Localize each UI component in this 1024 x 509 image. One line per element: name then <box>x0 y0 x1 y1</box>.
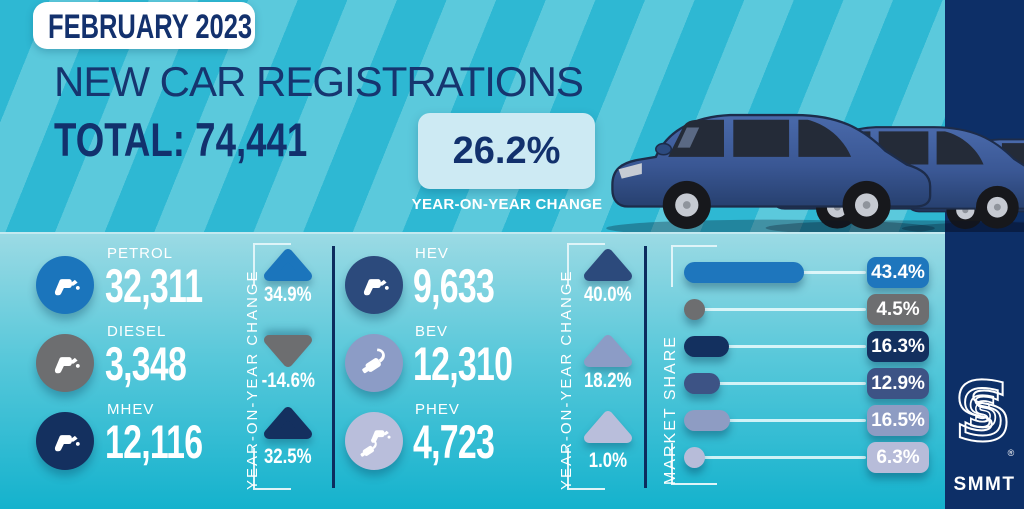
plug-and-pump-icon <box>356 423 392 459</box>
market-share-bar <box>684 336 729 357</box>
yoy-change-percent: 1.0% <box>588 449 628 472</box>
petrol-icon-circle <box>36 256 94 314</box>
market-share-track <box>686 419 866 422</box>
cars-illustration <box>605 113 1024 232</box>
market-share-value-badge: 16.3% <box>867 331 929 362</box>
market-share-value-badge: 16.5% <box>867 405 929 436</box>
market-share-bar <box>684 262 804 283</box>
market-share-value-badge: 6.3% <box>867 442 929 473</box>
market-share-track <box>686 456 866 459</box>
bracket-corner <box>253 448 291 490</box>
hev-icon-circle <box>345 256 403 314</box>
bracket-corner <box>671 443 717 485</box>
market-share-row-bev: 16.5% <box>684 405 929 437</box>
fuel-pump-icon <box>54 435 80 452</box>
date-badge: FEBRUARY 2023 <box>33 2 255 49</box>
market-share-value-badge: 12.9% <box>867 368 929 399</box>
yoy-axis-bracket-left: YEAR-ON-YEAR CHANGE <box>243 243 303 490</box>
fuel-registrations-value: 32,311 <box>105 259 203 312</box>
brand-band <box>945 0 1024 509</box>
diesel-icon-circle <box>36 334 94 392</box>
fuel-registrations-value: 12,310 <box>413 337 513 390</box>
total-registrations: TOTAL: 74,441 <box>54 113 308 166</box>
market-share-bar <box>684 410 730 431</box>
yoy-up-triangle-icon <box>264 407 312 439</box>
fuel-registrations-value: 4,723 <box>413 415 495 468</box>
yoy-down-triangle-icon <box>264 335 312 367</box>
market-share-row-phev: 6.3% <box>684 442 929 474</box>
column-divider <box>644 246 647 488</box>
yoy-change-percent: 40.0% <box>584 283 632 306</box>
market-share-track <box>686 382 866 385</box>
yoy-change-percent: 18.2% <box>584 369 632 392</box>
smmt-logo-s: S <box>953 372 1012 461</box>
market-share-bar <box>684 373 720 394</box>
yoy-up-triangle-icon <box>264 249 312 281</box>
fuel-pump-icon <box>54 279 80 296</box>
yoy-change-percent: -14.6% <box>261 369 315 392</box>
svg-text:S: S <box>974 399 992 428</box>
yoy-up-triangle-icon <box>584 335 632 367</box>
market-share-row-hev: 12.9% <box>684 368 929 400</box>
market-share-track <box>686 308 866 311</box>
market-share-axis-bracket: MARKET SHARE <box>661 245 721 485</box>
market-share-axis-label: MARKET SHARE <box>662 335 679 485</box>
total-yoy-change-caption: YEAR-ON-YEAR CHANGE <box>411 196 603 213</box>
registered-mark: ® <box>1008 448 1015 458</box>
fuel-type-label: PHEV <box>415 401 460 418</box>
page-title: NEW CAR REGISTRATIONS <box>54 58 584 105</box>
fuel-registrations-value: 12,116 <box>105 415 203 468</box>
svg-text:S: S <box>968 388 999 438</box>
bracket-corner <box>671 245 717 287</box>
smmt-logo: S S S S ® <box>952 372 1015 462</box>
date-badge-text: FEBRUARY 2023 <box>48 8 253 46</box>
yoy-up-triangle-icon <box>584 249 632 281</box>
fuel-type-label: MHEV <box>107 401 155 418</box>
fuel-pump-icon <box>363 279 389 296</box>
bev-icon-circle <box>345 334 403 392</box>
fuel-type-label: BEV <box>415 323 449 340</box>
column-divider <box>332 246 335 488</box>
total-yoy-change-card: 26.2% <box>418 113 595 189</box>
mhev-icon-circle <box>36 412 94 470</box>
bracket-corner <box>567 243 605 285</box>
smmt-wordmark: SMMT <box>953 474 1016 495</box>
fuel-type-label: DIESEL <box>107 323 167 340</box>
yoy-change-percent: 32.5% <box>264 445 312 468</box>
bracket-corner <box>567 448 605 490</box>
bracket-corner <box>253 243 291 285</box>
fuel-type-label: PETROL <box>107 245 174 262</box>
phev-icon-circle <box>345 412 403 470</box>
market-share-track <box>686 345 866 348</box>
market-share-row-mhev: 16.3% <box>684 331 929 363</box>
ev-plug-icon <box>356 346 390 376</box>
market-share-bar <box>684 447 705 468</box>
market-share-bar <box>684 299 705 320</box>
fuel-registrations-value: 9,633 <box>413 259 495 312</box>
fuel-registrations-value: 3,348 <box>105 337 187 390</box>
yoy-change-percent: 34.9% <box>264 283 312 306</box>
yoy-axis-bracket-right: YEAR-ON-YEAR CHANGE <box>557 243 617 490</box>
svg-text:S: S <box>961 377 1006 450</box>
yoy-up-triangle-icon <box>584 411 632 443</box>
market-share-value-badge: 43.4% <box>867 257 929 288</box>
market-share-row-diesel: 4.5% <box>684 294 929 326</box>
market-share-value-badge: 4.5% <box>867 294 929 325</box>
fuel-pump-icon <box>54 357 80 374</box>
market-share-row-petrol: 43.4% <box>684 257 929 289</box>
fuel-type-label: HEV <box>415 245 449 262</box>
